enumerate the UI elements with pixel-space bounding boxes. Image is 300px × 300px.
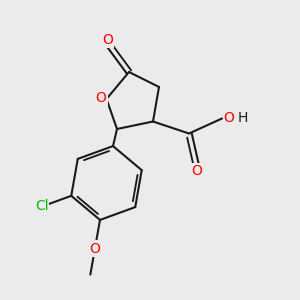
Text: O: O	[192, 164, 203, 178]
Text: O: O	[224, 111, 234, 125]
Text: O: O	[96, 92, 106, 105]
Text: O: O	[102, 33, 113, 47]
Text: Cl: Cl	[35, 199, 48, 213]
Text: H: H	[238, 111, 248, 125]
Text: O: O	[89, 242, 100, 256]
